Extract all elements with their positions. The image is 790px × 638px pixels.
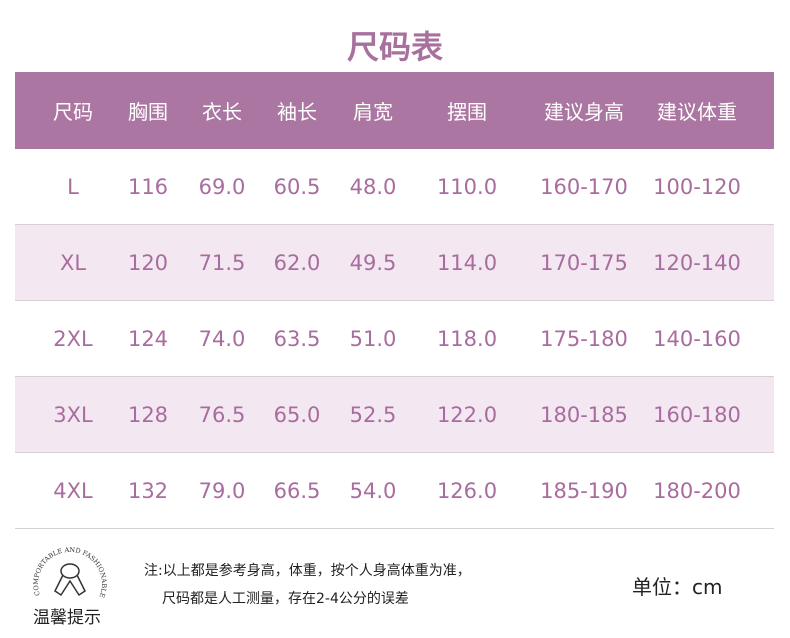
note-line-1: 注:以上都是参考身高，体重，按个人身高体重为准， — [144, 563, 471, 579]
scarf-logo-icon: COMPORTABLE AND FASHIONABLE — [32, 546, 108, 599]
table-cell: 76.5 — [198, 402, 246, 427]
table-cell: 100-120 — [653, 174, 741, 199]
page-title: 尺码表 — [346, 28, 443, 66]
table-row: 2XL 124 74.0 63.5 51.0 118.0 175-180 140-160 — [15, 301, 774, 377]
note-line-2: 尺码都是人工测量，存在2-4公分的误差 — [162, 591, 409, 607]
size-table: 尺码 胸围 衣长 袖长 肩宽 摆围 建议身高 建议体重 L 116 69.0 60.5 48.0 110… — [15, 72, 774, 529]
header-cell: 建议身高 — [544, 100, 624, 124]
table-cell: 4XL — [53, 478, 93, 503]
table-header: 尺码 胸围 衣长 袖长 肩宽 摆围 建议身高 建议体重 — [15, 72, 774, 149]
table-cell: 160-170 — [540, 174, 628, 199]
table-cell: 114.0 — [436, 250, 498, 275]
table-row: 4XL 132 79.0 66.5 54.0 126.0 185-190 180-200 — [15, 453, 774, 529]
svg-text:COMPORTABLE AND FASHIONABLE: COMPORTABLE AND FASHIONABLE — [32, 546, 108, 599]
table-cell: 128 — [127, 402, 169, 427]
table-cell: 51.0 — [349, 326, 397, 351]
table-cell: XL — [59, 250, 87, 275]
table-cell: 63.5 — [273, 326, 321, 351]
header-cell: 尺码 — [53, 100, 93, 124]
table-row: L 116 69.0 60.5 48.0 110.0 160-170 100-120 — [15, 149, 774, 225]
table-cell: 180-185 — [540, 402, 628, 427]
unit-label: 单位：cm — [632, 575, 723, 599]
table-cell: 74.0 — [198, 326, 246, 351]
header-cell: 袖长 — [277, 100, 317, 124]
table-cell: 122.0 — [436, 402, 498, 427]
table-cell: 49.5 — [349, 250, 397, 275]
table-cell: 116 — [127, 174, 169, 199]
table-cell: L — [67, 174, 79, 199]
table-cell: 140-160 — [653, 326, 741, 351]
table-cell: 54.0 — [349, 478, 397, 503]
table-cell: 65.0 — [273, 402, 321, 427]
table-cell: 126.0 — [436, 478, 498, 503]
header-cell: 胸围 — [128, 100, 168, 124]
table-cell: 52.5 — [349, 402, 397, 427]
table-cell: 2XL — [53, 326, 93, 351]
table-cell: 3XL — [53, 402, 93, 427]
table-cell: 120-140 — [653, 250, 741, 275]
table-cell: 79.0 — [198, 478, 246, 503]
tip-label: 温馨提示 — [33, 608, 101, 628]
table-cell: 62.0 — [273, 250, 321, 275]
table-cell: 48.0 — [349, 174, 397, 199]
table-cell: 120 — [127, 250, 169, 275]
table-cell: 66.5 — [273, 478, 321, 503]
table-cell: 69.0 — [198, 174, 246, 199]
table-row: 3XL 128 76.5 65.0 52.5 122.0 180-185 160-180 — [15, 377, 774, 453]
header-cell: 摆围 — [447, 100, 487, 124]
table-cell: 110.0 — [436, 174, 498, 199]
table-cell: 60.5 — [273, 174, 321, 199]
table-cell: 180-200 — [653, 478, 741, 503]
table-cell: 124 — [127, 326, 169, 351]
table-cell: 132 — [127, 478, 169, 503]
table-cell: 185-190 — [540, 478, 628, 503]
header-cell: 建议体重 — [657, 100, 737, 124]
table-cell: 170-175 — [540, 250, 628, 275]
header-cell: 肩宽 — [353, 100, 393, 124]
table-cell: 175-180 — [540, 326, 628, 351]
table-row: XL 120 71.5 62.0 49.5 114.0 170-175 120-140 — [15, 225, 774, 301]
table-cell: 160-180 — [653, 402, 741, 427]
header-cell: 衣长 — [202, 100, 242, 124]
table-cell: 71.5 — [198, 250, 246, 275]
table-cell: 118.0 — [436, 326, 498, 351]
